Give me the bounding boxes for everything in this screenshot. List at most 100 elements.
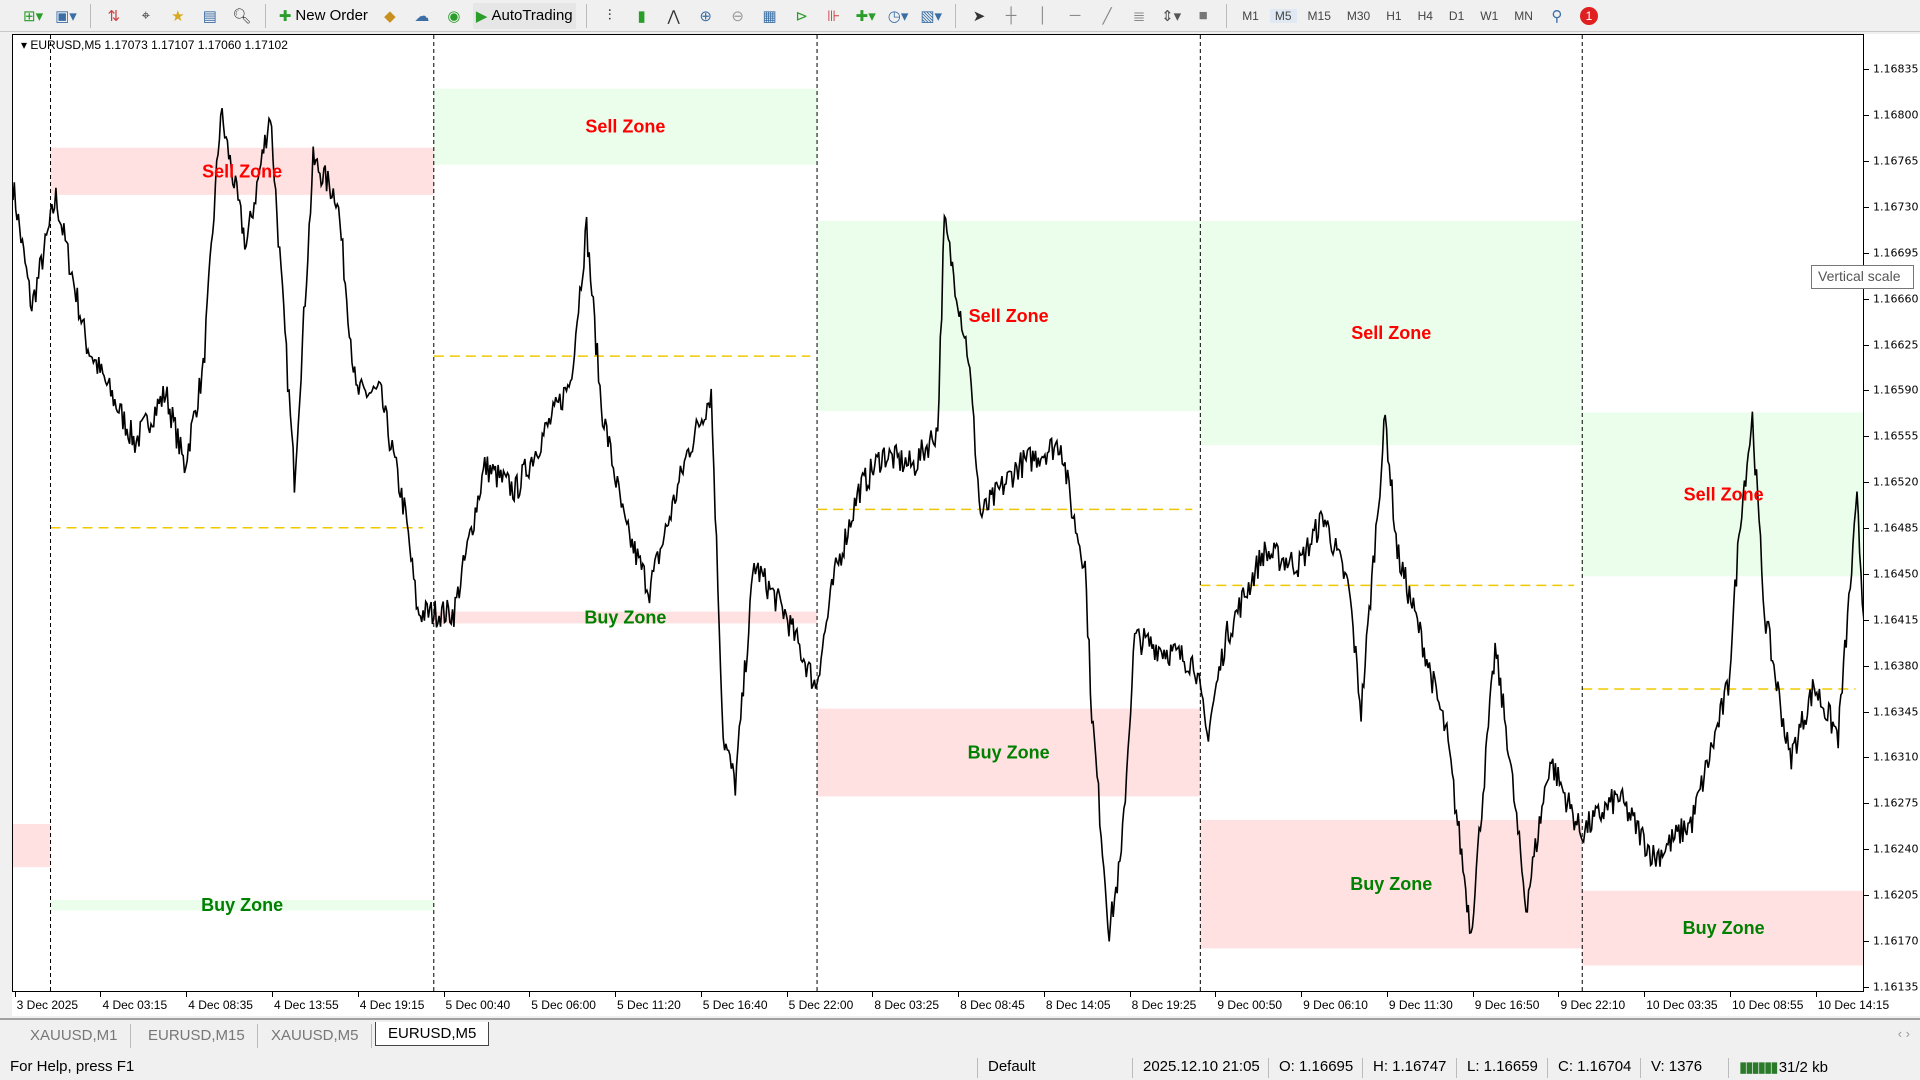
time-tick-label: 4 Dec 03:15 [102,998,168,1012]
time-tick-label: 5 Dec 00:40 [445,998,511,1012]
tab-scroll-arrows-icon[interactable]: ‹ › [1897,1026,1910,1041]
time-tick [958,992,960,997]
sell-zone-label: Sell Zone [585,117,665,137]
timeframe-m5[interactable]: M5 [1269,8,1297,23]
toolbar-divider [89,3,91,28]
status-datetime: 2025.12.10 21:05 [1132,1058,1260,1078]
time-tick [14,992,16,997]
price-tick-label: 1.16170 [1873,934,1919,948]
profiles-icon[interactable]: ▣▾ [55,7,77,25]
price-tick [1864,803,1869,805]
price-tick [1864,436,1869,438]
time-tick-label: 8 Dec 08:45 [960,998,1025,1012]
tab-eurusd-m5[interactable]: EURUSD,M5 [375,1022,490,1046]
arrows-icon[interactable]: ⇕▾ [1161,7,1182,25]
notifications-icon[interactable]: 1 [1576,3,1602,29]
indicators-icon[interactable]: ✚▾ [855,7,876,25]
new-order-icon: ✚ [278,7,292,25]
zoom-out-icon[interactable]: ⊖ [731,7,744,25]
strategy-tester-icon[interactable]: 🔍︎ [232,7,252,25]
tile-windows-icon[interactable]: ▦ [762,7,777,25]
tab-xauusd-m5[interactable]: XAUUSD,M5 [259,1024,372,1048]
timeframe-h1[interactable]: H1 [1386,8,1402,23]
price-chart[interactable]: Sell Zone Buy Zone Sell Zone Buy Zone Sell Z… [13,35,1864,992]
chart-header: ▾ EURUSD,M5 1.17073 1.17107 1.17060 1.17… [21,38,288,52]
trendline-icon[interactable]: ╱ [1102,7,1112,25]
timeframe-w1[interactable]: W1 [1480,8,1499,23]
vps-icon[interactable]: ☁ [414,7,430,25]
status-bar: For Help, press F1 Default 2025.12.10 21… [0,1054,1920,1080]
cursor-icon[interactable]: ➤ [972,7,986,25]
zoom-in-icon[interactable]: ⊕ [699,7,712,25]
price-tick [1864,711,1869,713]
price-tick [1864,940,1869,942]
bar-chart-icon[interactable]: ⫶ [607,7,612,24]
collapse-arrow-icon[interactable]: ▾ [21,38,31,52]
chart-tabs: XAUUSD,M1 EURUSD,M15 XAUUSD,M5 EURUSD,M5… [0,1018,1920,1052]
time-tick [1129,992,1131,997]
price-tick [1864,161,1869,163]
time-tick-label: 10 Dec 14:15 [1817,998,1890,1012]
autoscroll-icon[interactable]: ⊳ [795,7,808,25]
vertical-line-icon[interactable]: │ [1038,7,1048,24]
time-tick-label: 5 Dec 22:00 [788,998,854,1012]
price-axis[interactable]: 1.16835 1.16800 1.16765 1.16730 1.16695 1.166… [1864,34,1920,994]
time-tick-label: 9 Dec 11:30 [1388,998,1453,1012]
time-tick-label: 10 Dec 08:55 [1731,998,1804,1012]
fibonacci-icon[interactable]: ≣ [1132,7,1146,25]
timeframe-d1[interactable]: D1 [1448,8,1465,23]
time-tick-label: 9 Dec 16:50 [1474,998,1540,1012]
search-icon[interactable]: ⚲ [1551,7,1563,25]
time-tick-label: 5 Dec 16:40 [702,998,768,1012]
tab-xauusd-m1[interactable]: XAUUSD,M1 [18,1024,131,1048]
timeframe-m15[interactable]: M15 [1307,8,1331,23]
time-tick-label: 9 Dec 22:10 [1560,998,1626,1012]
crosshair-icon[interactable]: ⌖ [141,7,151,24]
sell-zone-rect [817,221,1201,412]
crosshair-tool-icon[interactable]: ┼ [1005,7,1017,24]
buy-zone-rect [1582,890,1863,966]
metaeditor-icon[interactable]: ◆ [384,7,396,25]
time-axis[interactable]: 3 Dec 2025 4 Dec 03:15 4 Dec 08:35 4 Dec 13… [12,992,1920,1016]
tab-eurusd-m15[interactable]: EURUSD,M15 [136,1024,258,1048]
data-window-icon[interactable]: ▤ [202,7,217,25]
price-tick-label: 1.16450 [1873,567,1919,581]
timeframe-m30[interactable]: M30 [1346,8,1371,23]
templates-icon[interactable]: ▧▾ [920,7,943,25]
price-tick [1864,115,1869,117]
price-tick-label: 1.16275 [1873,796,1919,810]
price-line [13,108,1863,942]
timeframe-mn[interactable]: MN [1514,8,1533,23]
autotrading-button[interactable]: ▶ AutoTrading [472,2,576,29]
time-tick [700,992,702,997]
price-tick-label: 1.16240 [1873,842,1919,856]
timeframe-h4[interactable]: H4 [1417,8,1433,23]
time-tick [1644,992,1646,997]
line-chart-icon[interactable]: ⋀ [667,7,680,25]
notification-badge: 1 [1579,6,1598,25]
sell-zone-rect [1200,221,1583,446]
market-watch-icon[interactable]: ⇅ [107,7,121,25]
signals-icon[interactable]: ◉ [447,7,461,25]
time-tick-label: 8 Dec 19:25 [1131,998,1197,1012]
navigator-icon[interactable]: ★ [171,7,185,25]
status-volume: V: 1376 [1640,1058,1702,1078]
periods-icon[interactable]: ◷▾ [887,7,909,25]
buy-zone-label: Buy Zone [201,895,283,915]
rectangle-icon[interactable]: ■ [1198,7,1208,24]
price-tick [1864,298,1869,300]
traffic-label: 31/2 kb [1778,1059,1828,1076]
new-order-label: New Order [295,7,368,24]
new-order-button[interactable]: ✚ New Order [276,3,371,29]
time-tick [1815,992,1817,997]
horizontal-line-icon[interactable]: ─ [1069,7,1081,24]
candlesticks-icon[interactable]: ▮ [637,7,646,25]
new-chart-icon[interactable]: ⊞▾ [23,7,44,25]
time-tick [872,992,874,997]
timeframe-m1[interactable]: M1 [1242,8,1259,23]
buy-zone-label: Buy Zone [584,608,666,628]
time-tick-label: 3 Dec 2025 [16,998,79,1012]
buy-zone-label: Buy Zone [1350,874,1432,894]
chart-shift-icon[interactable]: ⊪ [827,7,841,25]
chart-window[interactable]: ▾ EURUSD,M5 1.17073 1.17107 1.17060 1.17… [12,34,1864,992]
